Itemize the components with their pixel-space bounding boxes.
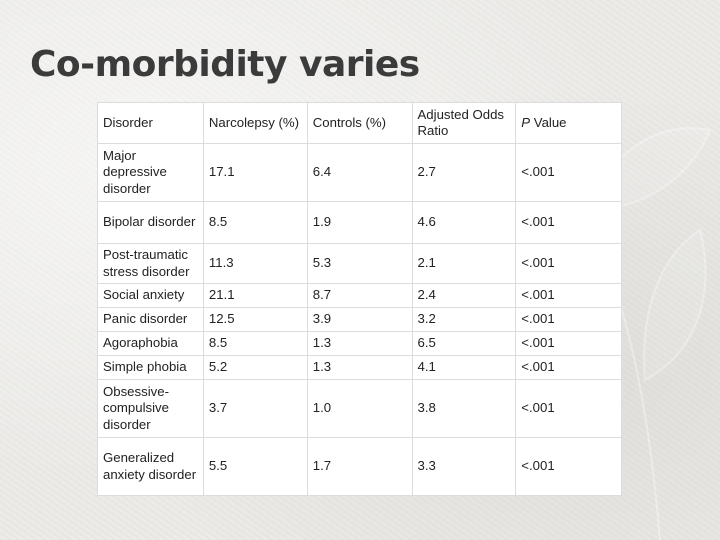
table-header-row: Disorder Narcolepsy (%) Controls (%) Adj… [97, 102, 622, 144]
cell-controls: 6.4 [306, 143, 413, 202]
cell-odds-ratio: 3.2 [411, 307, 517, 332]
header-p-value: P Value [515, 102, 622, 144]
cell-p-value: <.001 [515, 243, 622, 284]
table-row: Panic disorder 12.5 3.9 3.2 <.001 [97, 307, 622, 332]
table-row: Simple phobia 5.2 1.3 4.1 <.001 [97, 355, 622, 380]
cell-disorder: Bipolar disorder [97, 201, 204, 244]
cell-controls: 8.7 [306, 283, 413, 308]
cell-odds-ratio: 6.5 [411, 331, 517, 356]
cell-controls: 1.3 [306, 331, 413, 356]
table-row: Generalized anxiety disorder 5.5 1.7 3.3 <.0… [97, 437, 622, 496]
table-row: Obsessive-compulsive disorder 3.7 1.0 3.8 <.… [97, 379, 622, 438]
cell-narcolepsy: 5.2 [202, 355, 308, 380]
cell-p-value: <.001 [515, 143, 622, 202]
cell-narcolepsy: 11.3 [202, 243, 308, 284]
cell-narcolepsy: 21.1 [202, 283, 308, 308]
cell-disorder: Panic disorder [97, 307, 204, 332]
header-p-italic: P [521, 114, 531, 130]
cell-narcolepsy: 17.1 [202, 143, 308, 202]
comorbidity-table: Disorder Narcolepsy (%) Controls (%) Adj… [97, 102, 622, 496]
cell-narcolepsy: 12.5 [202, 307, 308, 332]
cell-disorder: Post-traumatic stress disorder [97, 243, 204, 284]
table-row: Bipolar disorder 8.5 1.9 4.6 <.001 [97, 201, 622, 244]
cell-controls: 1.0 [306, 379, 413, 438]
cell-odds-ratio: 4.1 [411, 355, 517, 380]
cell-odds-ratio: 3.8 [411, 379, 517, 438]
cell-odds-ratio: 3.3 [411, 437, 517, 496]
cell-odds-ratio: 2.4 [411, 283, 517, 308]
cell-controls: 1.7 [306, 437, 413, 496]
table-row: Post-traumatic stress disorder 11.3 5.3 2.1… [97, 243, 622, 284]
cell-p-value: <.001 [515, 283, 622, 308]
cell-odds-ratio: 4.6 [411, 201, 517, 244]
cell-controls: 3.9 [306, 307, 413, 332]
cell-p-value: <.001 [515, 201, 622, 244]
slide-title: Co-morbidity varies [30, 44, 420, 85]
header-p-rest: Value [530, 114, 567, 130]
cell-p-value: <.001 [515, 355, 622, 380]
header-controls: Controls (%) [306, 102, 413, 144]
cell-narcolepsy: 8.5 [202, 201, 308, 244]
cell-controls: 5.3 [306, 243, 413, 284]
cell-p-value: <.001 [515, 379, 622, 438]
table-body: Major depressive disorder 17.1 6.4 2.7 <.001… [97, 143, 622, 496]
cell-disorder: Obsessive-compulsive disorder [97, 379, 204, 438]
cell-disorder: Simple phobia [97, 355, 204, 380]
header-disorder: Disorder [97, 102, 204, 144]
table-row: Social anxiety 21.1 8.7 2.4 <.001 [97, 283, 622, 308]
cell-disorder: Social anxiety [97, 283, 204, 308]
table-row: Major depressive disorder 17.1 6.4 2.7 <.001 [97, 143, 622, 202]
cell-odds-ratio: 2.1 [411, 243, 517, 284]
cell-p-value: <.001 [515, 331, 622, 356]
cell-disorder: Major depressive disorder [97, 143, 204, 202]
header-narcolepsy: Narcolepsy (%) [202, 102, 308, 144]
table-row: Agoraphobia 8.5 1.3 6.5 <.001 [97, 331, 622, 356]
cell-controls: 1.3 [306, 355, 413, 380]
cell-controls: 1.9 [306, 201, 413, 244]
cell-narcolepsy: 8.5 [202, 331, 308, 356]
cell-disorder: Agoraphobia [97, 331, 204, 356]
header-odds-ratio: Adjusted Odds Ratio [411, 102, 517, 144]
cell-disorder: Generalized anxiety disorder [97, 437, 204, 496]
cell-odds-ratio: 2.7 [411, 143, 517, 202]
cell-narcolepsy: 3.7 [202, 379, 308, 438]
cell-p-value: <.001 [515, 437, 622, 496]
cell-p-value: <.001 [515, 307, 622, 332]
cell-narcolepsy: 5.5 [202, 437, 308, 496]
